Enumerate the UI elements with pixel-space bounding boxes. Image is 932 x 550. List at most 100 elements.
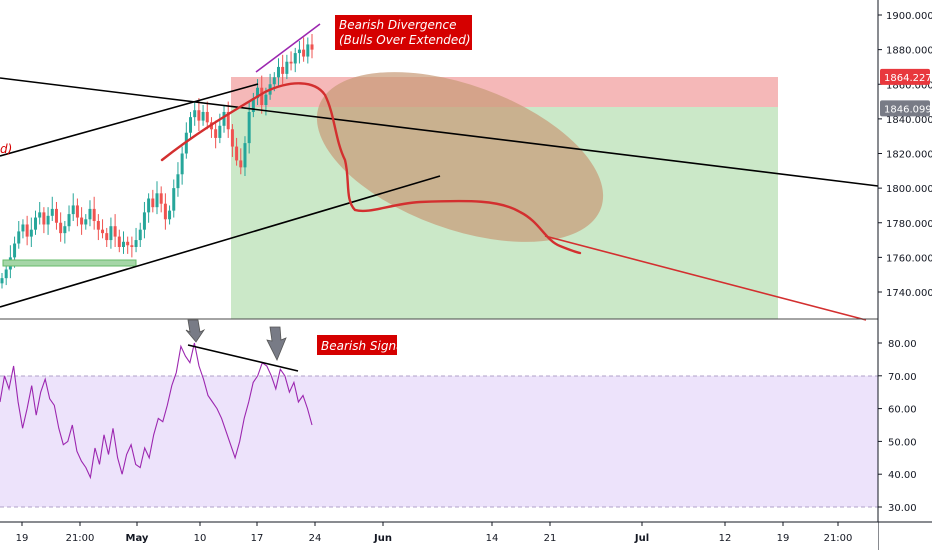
candle-body	[138, 229, 142, 241]
candle-body	[264, 94, 268, 106]
descending-trend-line[interactable]	[0, 77, 879, 187]
candle-body	[285, 61, 289, 74]
candle-body	[230, 129, 234, 147]
time-tick-label: 21:00	[824, 533, 853, 544]
candle-body	[281, 66, 285, 74]
rsi-tick-label: 70.00	[888, 372, 917, 383]
current-price-label: 1846.099	[880, 100, 932, 117]
highlight-ellipse[interactable]	[294, 38, 625, 276]
cut-off-label-text: d)	[0, 142, 12, 156]
candle-body	[222, 111, 226, 126]
price-tick-label: 1760.000	[886, 253, 932, 264]
time-axis[interactable]: 19 21:00 May 10 17 24 Jun 14 21 Jul 12 19 21:00	[16, 522, 853, 544]
candle-body	[92, 208, 96, 222]
time-tick-label: 14	[486, 533, 499, 544]
price-tick-label: 1860.000	[886, 80, 932, 91]
time-tick-label: Jun	[373, 533, 392, 544]
candle-body	[197, 110, 201, 121]
price-divergence-line[interactable]	[255, 23, 321, 73]
time-tick-label: 12	[719, 533, 732, 544]
candle-body	[247, 111, 251, 144]
candle-body	[168, 210, 172, 220]
support-zone-box[interactable]	[2, 259, 137, 267]
candle-body	[121, 241, 125, 247]
bulls-over-extended-text: (Bulls Over Extended)	[339, 33, 471, 47]
candle-body	[151, 198, 155, 208]
candle-body	[239, 160, 243, 168]
candle-body	[272, 77, 276, 85]
time-tick-label: 21:00	[66, 533, 95, 544]
candle-body	[4, 269, 8, 279]
candle-body	[260, 87, 264, 106]
candle-body	[34, 217, 38, 230]
rsi-tick-label: 40.00	[888, 470, 917, 481]
candle-body	[126, 241, 130, 246]
rsi-series-line	[0, 342, 313, 480]
candle-body	[226, 111, 230, 130]
time-tick-label: 24	[309, 533, 322, 544]
candle-body	[172, 188, 176, 211]
current-price-text: 1846.099	[884, 104, 932, 115]
candles-group	[0, 34, 314, 289]
candle-body	[163, 203, 167, 220]
candle-body	[38, 212, 42, 218]
candle-body	[235, 146, 239, 161]
bearish-divergence-label[interactable]: Bearish Divergence (Bulls Over Extended)	[335, 15, 472, 50]
candle-body	[302, 49, 306, 57]
candle-body	[109, 226, 113, 241]
time-tick-label: 17	[251, 533, 264, 544]
candle-body	[201, 111, 205, 121]
candle-body	[256, 87, 260, 99]
bearish-signal-label[interactable]: Bearish Signal	[317, 335, 407, 355]
entry-price-text: 1864.227	[884, 73, 932, 84]
candle-body	[214, 129, 218, 138]
candle-body	[59, 222, 63, 234]
candle-body	[306, 44, 310, 57]
price-tick-label: 1800.000	[886, 184, 932, 195]
price-tick-label: 1840.000	[886, 115, 932, 126]
price-tick-label: 1820.000	[886, 150, 932, 161]
candle-body	[293, 53, 297, 64]
projection-line[interactable]	[544, 235, 867, 321]
candle-body	[297, 49, 301, 54]
candle-body	[50, 208, 54, 216]
candle-body	[243, 143, 247, 168]
bearish-signal-text: Bearish Signal	[321, 339, 407, 353]
time-tick-label: 19	[16, 533, 29, 544]
candle-body	[101, 229, 105, 234]
bearish-divergence-text: Bearish Divergence	[339, 18, 457, 32]
candle-body	[189, 117, 193, 133]
price-tick-label: 1880.000	[886, 46, 932, 57]
price-tick-label: 1780.000	[886, 219, 932, 230]
candle-body	[193, 110, 197, 118]
rsi-tick-label: 30.00	[888, 503, 917, 514]
price-tick-label: 1740.000	[886, 288, 932, 299]
arrow-down-icon	[266, 326, 287, 361]
ascending-trend-line-upper[interactable]	[0, 83, 259, 157]
candle-body	[0, 278, 4, 284]
rsi-tick-label: 50.00	[888, 437, 917, 448]
candle-body	[251, 98, 255, 112]
candle-body	[80, 217, 84, 225]
arrow-down-icon	[185, 319, 206, 343]
candle-body	[155, 193, 159, 208]
candle-body	[21, 224, 25, 232]
price-tick-label: 1900.000	[886, 11, 932, 22]
candle-body	[42, 212, 46, 225]
time-tick-label: 10	[194, 533, 207, 544]
candle-body	[134, 240, 138, 247]
rsi-axis[interactable]: 80.00 70.00 60.00 50.00 40.00 30.00	[878, 339, 917, 514]
candle-body	[276, 66, 280, 78]
candle-body	[205, 111, 209, 123]
candle-body	[159, 193, 163, 204]
time-tick-label: Jul	[634, 533, 649, 544]
candle-body	[63, 226, 67, 234]
rsi-divergence-line[interactable]	[187, 344, 299, 372]
candle-body	[147, 198, 151, 213]
candle-body	[289, 61, 293, 64]
projection-curve[interactable]	[160, 82, 582, 255]
candle-body	[88, 208, 92, 220]
price-axis[interactable]: 1900.000 1880.000 1860.000 1840.000 1820.000…	[878, 11, 932, 299]
ascending-trend-line-lower[interactable]	[0, 175, 441, 308]
